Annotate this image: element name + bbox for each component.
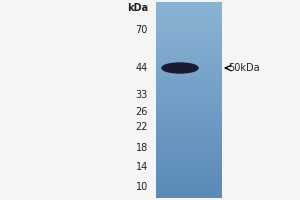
Text: 33: 33	[136, 90, 148, 100]
Text: 50kDa: 50kDa	[229, 63, 260, 73]
Text: 14: 14	[136, 162, 148, 172]
Text: 22: 22	[136, 122, 148, 132]
Text: 44: 44	[136, 63, 148, 73]
Text: 10: 10	[136, 182, 148, 192]
Text: 26: 26	[136, 107, 148, 117]
Text: 70: 70	[136, 25, 148, 35]
Ellipse shape	[162, 63, 198, 73]
Text: kDa: kDa	[127, 3, 148, 13]
Text: 18: 18	[136, 143, 148, 153]
